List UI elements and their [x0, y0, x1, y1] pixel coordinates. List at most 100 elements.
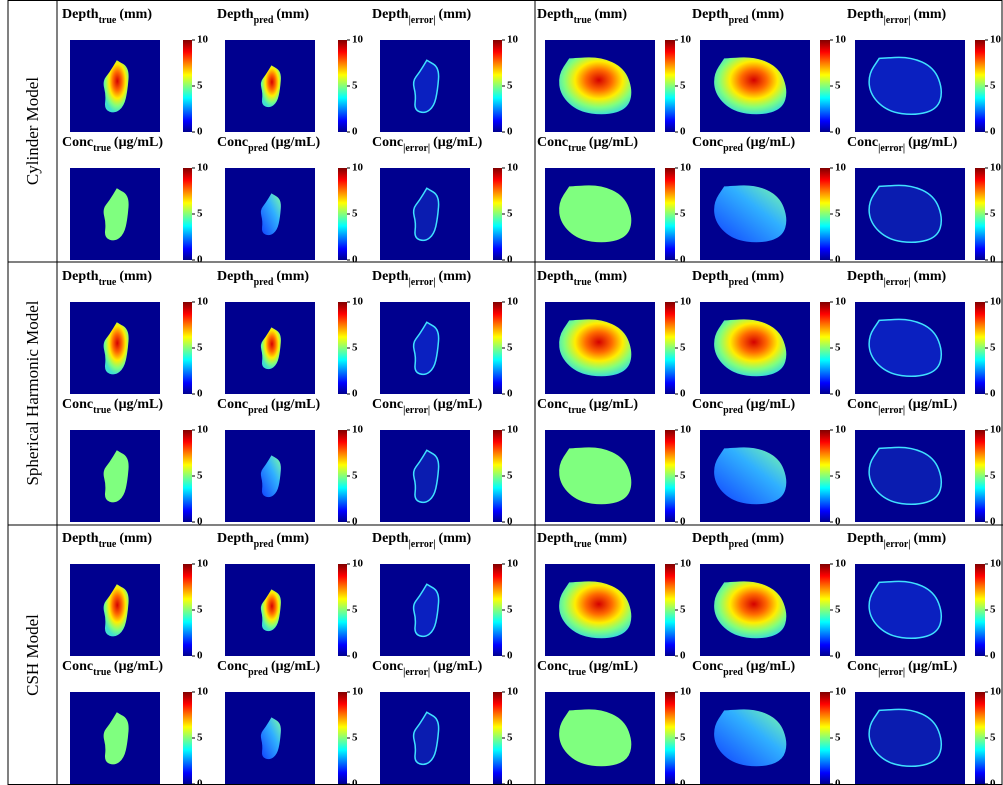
panel-title: Concpred(μg/mL) — [692, 135, 795, 154]
title-name: Depth — [372, 7, 409, 22]
colorbar-tick-label: 0 — [507, 778, 513, 785]
colorbar-tick-label: 5 — [835, 470, 841, 482]
title-subscript: true — [568, 405, 586, 416]
colorbar-tick-label: 0 — [680, 126, 686, 138]
colorbar — [183, 430, 192, 522]
colorbar-tick-label: 10 — [197, 424, 209, 436]
colorbar-tick-label: 0 — [352, 254, 358, 266]
colorbar-tick-label: 10 — [507, 296, 519, 308]
title-name: Conc — [692, 397, 723, 412]
title-name: Depth — [692, 531, 729, 546]
title-name: Depth — [217, 531, 254, 546]
colorbar-tick-label: 10 — [507, 686, 519, 698]
colorbar-tick-label: 5 — [835, 732, 841, 744]
title-name: Depth — [537, 7, 574, 22]
title-name: Depth — [692, 269, 729, 284]
colorbar-tick-label: 5 — [680, 470, 686, 482]
colorbar — [338, 564, 347, 656]
panel-title: Depth|error|(mm) — [372, 269, 472, 288]
title-name: Conc — [537, 397, 568, 412]
title-unit: (mm) — [439, 7, 472, 22]
colorbar-tick-label: 0 — [680, 778, 686, 785]
colorbar — [338, 168, 347, 260]
title-unit: (μg/mL) — [589, 135, 638, 150]
panel-title: Conc|error|(μg/mL) — [847, 659, 958, 678]
colorbar-tick-label: 0 — [197, 516, 203, 528]
panel-title: Conctrue(μg/mL) — [537, 397, 638, 416]
panel-title: Depthtrue(mm) — [537, 7, 627, 26]
colorbar-tick-label: 0 — [197, 126, 203, 138]
title-unit: (mm) — [439, 531, 472, 546]
title-subscript: |error| — [403, 667, 430, 678]
title-unit: (μg/mL) — [433, 397, 482, 412]
colorbar-tick-label: 5 — [507, 342, 513, 354]
colorbar-tick-label: 5 — [352, 604, 358, 616]
title-subscript: true — [99, 539, 117, 550]
panel-title: Depthtrue(mm) — [537, 269, 627, 288]
colorbar — [665, 564, 675, 656]
title-unit: (mm) — [594, 7, 627, 22]
colorbar-tick-label: 5 — [680, 342, 686, 354]
panel-title: Depthpred(mm) — [217, 531, 309, 550]
title-unit: (μg/mL) — [746, 397, 795, 412]
colorbar-tick-label: 5 — [197, 470, 203, 482]
title-name: Depth — [62, 531, 99, 546]
title-name: Conc — [217, 659, 248, 674]
title-name: Depth — [847, 269, 884, 284]
title-subscript: true — [99, 277, 117, 288]
colorbar-tick-label: 0 — [680, 388, 686, 400]
panel-title: Conctrue(μg/mL) — [62, 135, 163, 154]
title-name: Conc — [217, 397, 248, 412]
colorbar — [665, 430, 675, 522]
panel-title: Depthtrue(mm) — [62, 269, 152, 288]
panel-title: Depth|error|(mm) — [847, 531, 947, 550]
colorbar-tick-label: 10 — [352, 686, 364, 698]
title-name: Conc — [62, 397, 93, 412]
title-unit: (mm) — [119, 7, 152, 22]
title-name: Conc — [372, 397, 403, 412]
title-unit: (μg/mL) — [433, 135, 482, 150]
title-subscript: pred — [254, 277, 274, 288]
row-label: CSH Model — [23, 614, 42, 696]
colorbar — [493, 40, 502, 132]
colorbar-tick-label: 5 — [990, 604, 996, 616]
colorbar — [975, 40, 985, 132]
colorbar — [493, 430, 502, 522]
colorbar-tick-label: 10 — [835, 296, 847, 308]
title-subscript: pred — [248, 405, 268, 416]
colorbar-tick-label: 5 — [990, 732, 996, 744]
colorbar — [493, 168, 502, 260]
colorbar-tick-label: 0 — [352, 516, 358, 528]
colorbar-tick-label: 0 — [352, 778, 358, 785]
panel-title: Conctrue(μg/mL) — [537, 659, 638, 678]
colorbar — [665, 692, 675, 784]
colorbar — [338, 430, 347, 522]
title-subscript: pred — [723, 143, 743, 154]
colorbar-tick-label: 5 — [835, 80, 841, 92]
panel-title: Depthtrue(mm) — [62, 531, 152, 550]
colorbar-tick-label: 10 — [352, 34, 364, 46]
title-subscript: |error| — [884, 539, 911, 550]
colorbar — [975, 692, 985, 784]
title-subscript: |error| — [884, 15, 911, 26]
title-unit: (μg/mL) — [908, 135, 957, 150]
title-name: Depth — [217, 7, 254, 22]
colorbar-tick-label: 0 — [507, 650, 513, 662]
colorbar-tick-label: 10 — [197, 558, 209, 570]
title-unit: (μg/mL) — [114, 659, 163, 674]
colorbar — [665, 40, 675, 132]
title-unit: (μg/mL) — [433, 659, 482, 674]
title-unit: (mm) — [119, 531, 152, 546]
colorbar — [820, 302, 830, 394]
colorbar-tick-label: 10 — [680, 296, 692, 308]
colorbar-tick-label: 10 — [680, 162, 692, 174]
colorbar-tick-label: 5 — [352, 732, 358, 744]
colorbar-tick-label: 0 — [352, 126, 358, 138]
title-name: Depth — [62, 269, 99, 284]
colorbar-tick-label: 5 — [507, 80, 513, 92]
colorbar-tick-label: 0 — [197, 778, 203, 785]
colorbar-tick-label: 0 — [990, 388, 996, 400]
colorbar-tick-label: 0 — [835, 650, 841, 662]
title-subscript: true — [574, 15, 592, 26]
colorbar — [820, 564, 830, 656]
